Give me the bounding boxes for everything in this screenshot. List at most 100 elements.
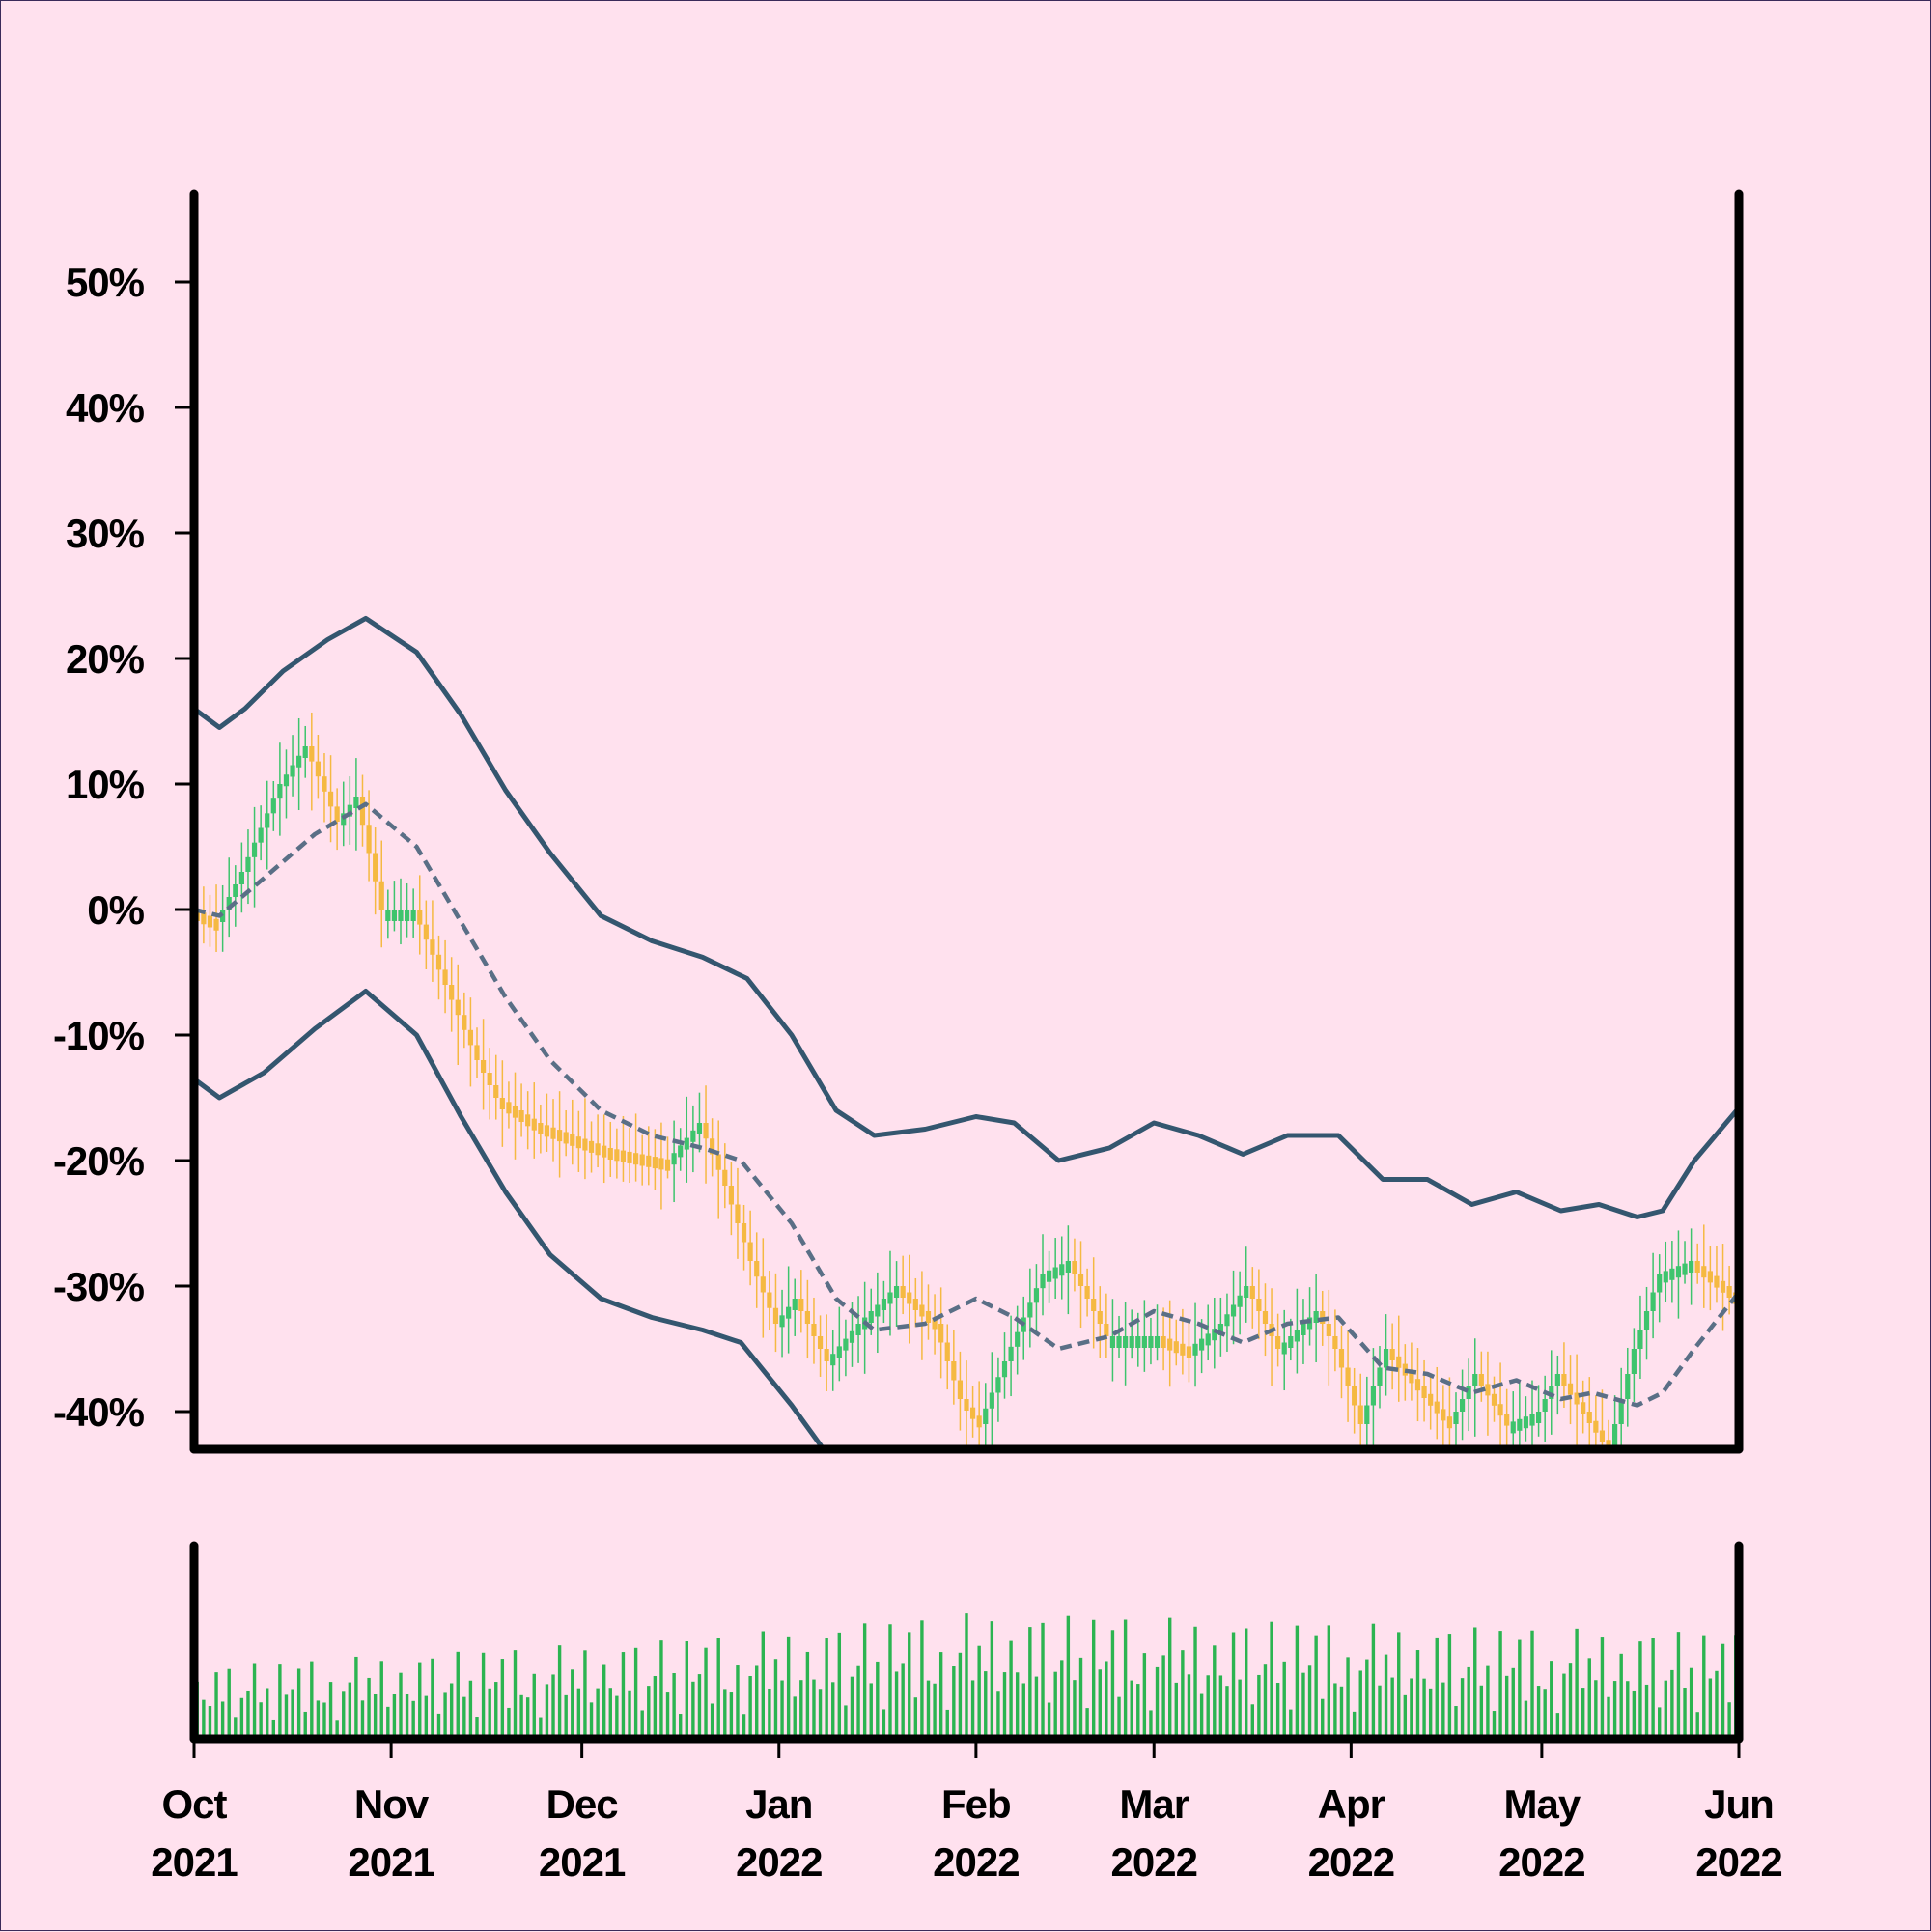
volume-bar: [945, 1709, 949, 1737]
volume-bar: [1562, 1673, 1566, 1737]
volume-bar: [1415, 1650, 1420, 1737]
volume-bar: [328, 1682, 333, 1737]
candle-down: [315, 761, 321, 777]
volume-bar: [1587, 1658, 1591, 1737]
volume-bar: [1594, 1680, 1598, 1737]
volume-bar: [519, 1694, 523, 1737]
candle-down: [1389, 1349, 1395, 1360]
candle-down: [728, 1186, 734, 1205]
candle-down: [1491, 1393, 1497, 1406]
volume-bar: [672, 1673, 676, 1737]
candle-up: [1135, 1336, 1141, 1348]
candle-down: [1338, 1349, 1345, 1368]
volume-bar: [805, 1651, 810, 1737]
bollinger-bands: [197, 615, 1735, 1447]
volume-bar: [456, 1651, 460, 1737]
candle-down: [658, 1158, 664, 1170]
candle-down: [544, 1125, 550, 1137]
volume-bar: [1454, 1706, 1458, 1737]
volume-bar: [525, 1697, 530, 1737]
volume-bar: [793, 1696, 797, 1737]
candle-up: [1554, 1374, 1560, 1386]
volume-bar: [1307, 1665, 1312, 1737]
candle-up: [1244, 1286, 1249, 1298]
volume-bar: [1015, 1672, 1020, 1737]
candle-up: [1612, 1424, 1618, 1447]
candle-up: [1288, 1336, 1294, 1348]
candle-up: [887, 1292, 893, 1304]
volume-bar: [1473, 1627, 1477, 1737]
candle-up: [843, 1338, 849, 1351]
candle-down: [1485, 1384, 1491, 1396]
candle-up: [265, 813, 270, 828]
volume-bar: [322, 1702, 326, 1737]
candle-up: [1015, 1331, 1021, 1347]
candle-up: [1224, 1314, 1230, 1327]
volume-bar: [1638, 1641, 1642, 1737]
volume-bar: [1410, 1678, 1413, 1737]
volume-bar: [876, 1661, 880, 1737]
volume-bar: [837, 1632, 842, 1737]
candle-down: [710, 1138, 715, 1155]
volume-bar: [348, 1682, 352, 1737]
candle-up: [1466, 1386, 1471, 1399]
volume-bar: [697, 1674, 702, 1737]
candle-down: [334, 806, 340, 822]
candle-up: [855, 1324, 861, 1335]
candle-up: [302, 746, 308, 758]
candle-down: [1084, 1286, 1090, 1299]
volume-bar: [488, 1688, 491, 1737]
volume-bar: [392, 1694, 397, 1737]
volume-bar: [1536, 1686, 1541, 1737]
volume-bar: [1555, 1713, 1560, 1737]
volume-bar: [1600, 1637, 1605, 1737]
volume-bar: [1238, 1679, 1242, 1737]
candle-up: [270, 798, 276, 814]
volume-bar: [1715, 1670, 1719, 1737]
volume-bar: [1689, 1667, 1693, 1737]
candle-up: [995, 1377, 1001, 1393]
volume-bar: [818, 1689, 823, 1737]
volume-bar: [768, 1688, 771, 1737]
volume-bar: [1098, 1669, 1102, 1737]
candle-down: [1694, 1261, 1700, 1273]
candle-down: [442, 969, 448, 985]
candle-down: [366, 825, 372, 854]
candle-down: [1097, 1311, 1103, 1324]
volume-bar: [342, 1691, 346, 1737]
volume-bar: [1073, 1680, 1077, 1737]
candle-down: [557, 1130, 563, 1142]
x-tick-year: 2022: [1308, 1839, 1394, 1885]
candle-up: [251, 842, 258, 857]
volume-bar: [615, 1695, 619, 1737]
candle-up: [1637, 1330, 1643, 1349]
volume-bar: [234, 1717, 238, 1737]
x-tick-year: 2022: [736, 1839, 822, 1885]
volume-bar: [1384, 1654, 1388, 1737]
volume-bar: [1250, 1704, 1254, 1737]
candle-down: [525, 1114, 531, 1127]
candle-up: [1472, 1374, 1478, 1386]
volume-bar: [1301, 1672, 1305, 1737]
volume-bar: [856, 1665, 860, 1737]
candle-down: [1586, 1412, 1592, 1423]
candle-down: [1707, 1271, 1713, 1283]
x-tick-year: 2022: [1695, 1839, 1781, 1885]
candle-down: [595, 1143, 601, 1156]
volume-bar: [780, 1680, 784, 1737]
volume-bar: [894, 1671, 899, 1737]
candle-up: [1230, 1304, 1237, 1317]
candle-down: [735, 1204, 741, 1223]
volume-bar: [965, 1613, 968, 1737]
candle-up: [347, 804, 352, 817]
volume-bar: [1460, 1678, 1465, 1737]
volume-bar: [1568, 1663, 1573, 1737]
candle-up: [277, 784, 283, 799]
volume-bar: [1371, 1623, 1376, 1737]
volume-bar: [1632, 1690, 1637, 1737]
candle-down: [1599, 1430, 1606, 1442]
candle-up: [410, 910, 416, 921]
x-tick-month: Nov: [354, 1781, 430, 1827]
candle-up: [1148, 1336, 1154, 1348]
volume-bar: [602, 1664, 606, 1737]
